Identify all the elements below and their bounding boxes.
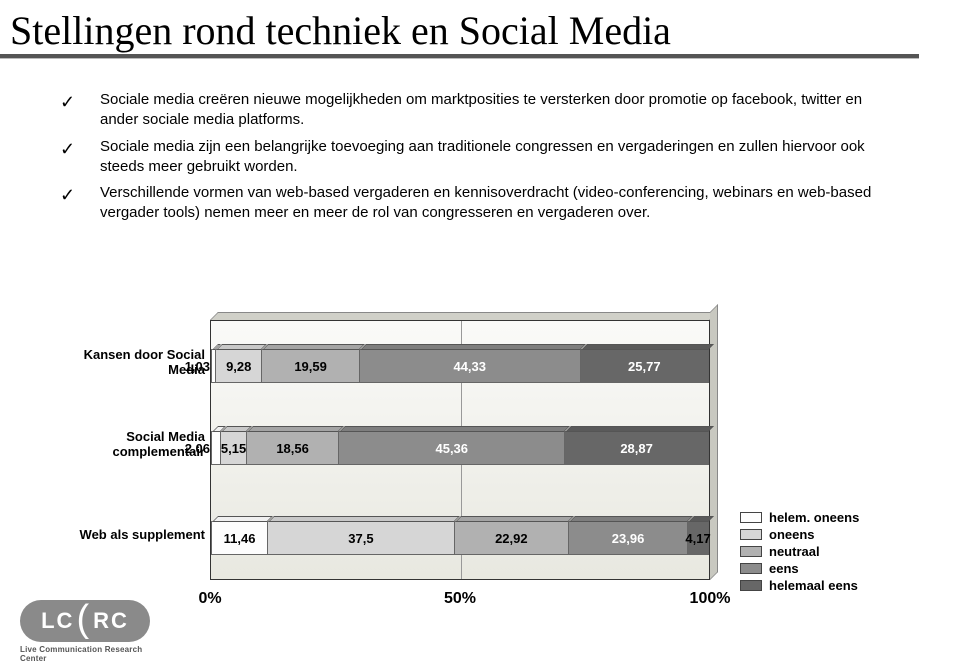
chart-plot: 1,039,2819,5944,3325,772,065,1518,5645,3…: [210, 320, 710, 580]
category-label: Web als supplement: [60, 528, 205, 543]
legend-label: helem. oneens: [769, 510, 859, 525]
bar-row: 11,46 37,5 22,92 23,96 4,17: [211, 521, 709, 555]
bar-segment: 45,36: [339, 431, 565, 465]
bar-segment: 11,46: [211, 521, 268, 555]
bar-value-label: 4,17: [685, 531, 710, 546]
bar-segment: 4,17: [688, 521, 709, 555]
bar-value-label: 25,77: [628, 359, 661, 374]
bar-segment: 5,15: [221, 431, 247, 465]
legend-label: eens: [769, 561, 799, 576]
check-icon: ✓: [60, 183, 100, 207]
bar-value-label: 37,5: [348, 531, 373, 546]
legend-item: eens: [740, 561, 859, 576]
bar-value-label: 19,59: [294, 359, 327, 374]
title-underline: [0, 54, 919, 58]
bar-value-label: 9,28: [226, 359, 251, 374]
category-label: Kansen door Social Media: [60, 348, 205, 378]
bar-value-label: 18,56: [276, 441, 309, 456]
check-icon: ✓: [60, 90, 100, 114]
bar-segment: 23,96: [569, 521, 688, 555]
bar-segment: 19,59: [262, 349, 360, 383]
bar-segment: 9,28: [216, 349, 262, 383]
bar-value-label: 44,33: [453, 359, 486, 374]
bar-segment: 28,87: [565, 431, 709, 465]
bar-segment: 18,56: [247, 431, 339, 465]
title-bar: Stellingen rond techniek en Social Media: [0, 0, 959, 60]
chart-3d-top: [210, 312, 718, 320]
legend-item: helemaal eens: [740, 578, 859, 593]
logo-paren-icon: (: [76, 598, 91, 641]
check-icon: ✓: [60, 137, 100, 161]
bar-segment: 22,92: [455, 521, 569, 555]
bar-value-label: 22,92: [495, 531, 528, 546]
bar-segment: 44,33: [360, 349, 581, 383]
category-label: Social Media complementair: [60, 430, 205, 460]
bar-row: 1,039,2819,5944,3325,77: [211, 349, 709, 383]
bar-row: 2,065,15 18,56 45,36 28,87: [211, 431, 709, 465]
legend-item: oneens: [740, 527, 859, 542]
page-title: Stellingen rond techniek en Social Media: [10, 7, 671, 54]
bar-value-label: 45,36: [435, 441, 468, 456]
bar-segment: 37,5: [268, 521, 455, 555]
logo: LC ( RC Live Communication Research Cent…: [20, 600, 170, 663]
bullet-item: ✓ Verschillende vormen van web-based ver…: [60, 183, 899, 224]
bullet-item: ✓ Sociale media creëren nieuwe mogelijkh…: [60, 90, 899, 131]
bar-value-label: 5,15: [221, 441, 246, 456]
chart: 1,039,2819,5944,3325,772,065,1518,5645,3…: [60, 320, 900, 620]
bullet-text: Sociale media creëren nieuwe mogelijkhed…: [100, 90, 899, 131]
bullet-text: Verschillende vormen van web-based verga…: [100, 183, 899, 224]
logo-subtitle: Live Communication Research Center: [20, 645, 170, 663]
legend: helem. oneens oneens neutraal eens helemaal …: [740, 510, 859, 595]
legend-label: neutraal: [769, 544, 820, 559]
bullet-item: ✓ Sociale media zijn een belangrijke toe…: [60, 137, 899, 178]
logo-text-rc: RC: [93, 608, 129, 634]
bullet-text: Sociale media zijn een belangrijke toevo…: [100, 137, 899, 178]
logo-text-lc: LC: [41, 608, 74, 634]
bar-value-label: 11,46: [224, 531, 256, 546]
x-tick: 100%: [690, 590, 731, 608]
x-tick: 50%: [444, 590, 476, 608]
legend-swatch: [740, 580, 762, 591]
legend-swatch: [740, 546, 762, 557]
x-tick: 0%: [198, 590, 221, 608]
bar-segment: 25,77: [581, 349, 709, 383]
bar-segment: 2,06: [211, 431, 221, 465]
legend-label: oneens: [769, 527, 815, 542]
legend-item: helem. oneens: [740, 510, 859, 525]
bar-value-label: 23,96: [612, 531, 645, 546]
bullet-list: ✓ Sociale media creëren nieuwe mogelijkh…: [60, 90, 899, 230]
legend-swatch: [740, 512, 762, 523]
bar-value-label: 28,87: [620, 441, 653, 456]
legend-label: helemaal eens: [769, 578, 858, 593]
logo-pill: LC ( RC: [20, 600, 150, 642]
legend-item: neutraal: [740, 544, 859, 559]
legend-swatch: [740, 563, 762, 574]
legend-swatch: [740, 529, 762, 540]
